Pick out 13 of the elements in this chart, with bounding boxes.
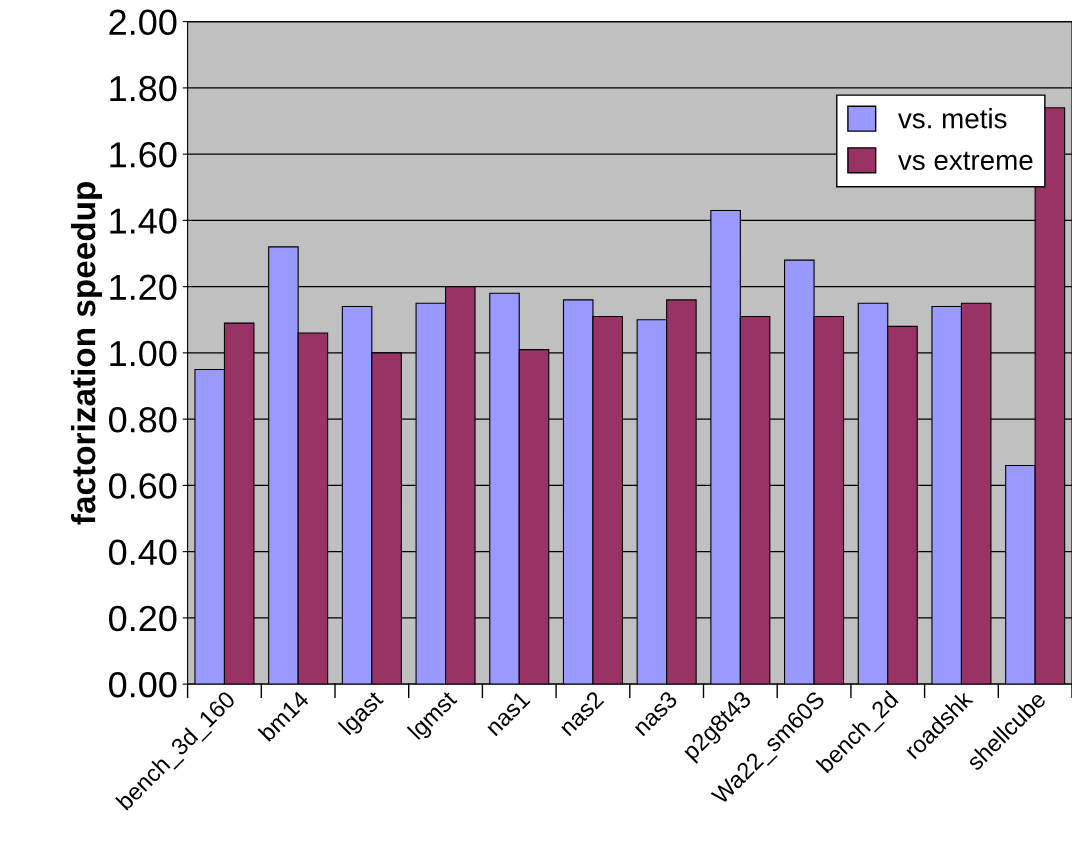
y-tick-label: 0.60: [109, 473, 177, 499]
y-axis-title: factorization speedup: [70, 182, 103, 525]
y-tick-label: 1.20: [110, 274, 177, 301]
y-tick-label: 0.40: [109, 539, 177, 566]
legend-label: vs extreme: [898, 151, 1033, 171]
y-tick-label: 1.40: [110, 208, 177, 234]
y-tick-label: 1.00: [110, 340, 177, 367]
y-tick-label: 1.80: [110, 75, 177, 102]
y-tick-label: 0.20: [109, 605, 177, 632]
legend-label: vs. metis: [898, 108, 1007, 129]
y-tick-label: 2.00: [109, 9, 177, 36]
y-tick-label: 1.60: [110, 142, 177, 168]
y-tick-label: 0.80: [109, 407, 177, 433]
